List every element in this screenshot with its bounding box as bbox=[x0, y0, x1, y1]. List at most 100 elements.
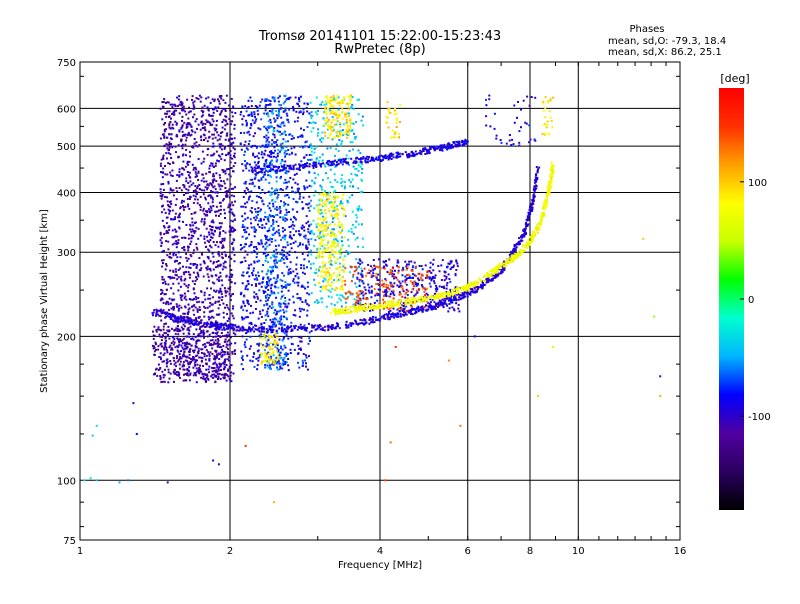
echo-point bbox=[342, 244, 344, 246]
echo-point bbox=[340, 182, 342, 184]
echo-point bbox=[219, 233, 221, 235]
echo-point bbox=[263, 290, 265, 292]
echo-point bbox=[164, 352, 166, 354]
echo-point bbox=[415, 275, 417, 277]
echo-point bbox=[333, 191, 335, 193]
trace-point bbox=[232, 324, 234, 326]
echo-point bbox=[422, 268, 424, 270]
echo-point bbox=[161, 251, 163, 253]
echo-point bbox=[233, 373, 235, 375]
echo-point bbox=[173, 252, 175, 254]
echo-point bbox=[337, 301, 339, 303]
echo-point bbox=[219, 96, 221, 98]
echo-point bbox=[200, 206, 202, 208]
echo-point bbox=[337, 135, 339, 137]
echo-point bbox=[354, 138, 356, 140]
echo-point bbox=[248, 267, 250, 269]
trace-point bbox=[346, 321, 348, 323]
echo-point bbox=[338, 116, 340, 118]
echo-point bbox=[336, 280, 338, 282]
echo-point bbox=[253, 111, 255, 113]
echo-point bbox=[342, 102, 344, 104]
echo-point bbox=[205, 215, 207, 217]
echo-point bbox=[163, 332, 165, 334]
echo-point bbox=[289, 235, 291, 237]
echo-point bbox=[200, 235, 202, 237]
echo-point bbox=[329, 181, 331, 183]
echo-point bbox=[165, 346, 167, 348]
echo-point bbox=[273, 277, 275, 279]
echo-point bbox=[258, 289, 260, 291]
echo-point bbox=[344, 267, 346, 269]
echo-point bbox=[209, 122, 211, 124]
echo-point bbox=[306, 266, 308, 268]
echo-point bbox=[242, 368, 244, 370]
echo-point bbox=[418, 288, 420, 290]
echo-point bbox=[261, 361, 263, 363]
echo-point bbox=[163, 189, 165, 191]
echo-point bbox=[336, 294, 338, 296]
echo-point bbox=[194, 185, 196, 187]
echo-point bbox=[211, 347, 213, 349]
echo-point bbox=[195, 221, 197, 223]
echo-point bbox=[324, 135, 326, 137]
echo-point bbox=[182, 221, 184, 223]
echo-point bbox=[158, 364, 160, 366]
echo-point bbox=[195, 343, 197, 345]
echo-point bbox=[323, 265, 325, 267]
echo-point bbox=[229, 276, 231, 278]
echo-point bbox=[326, 113, 328, 115]
echo-point bbox=[264, 168, 266, 170]
echo-point bbox=[185, 224, 187, 226]
echo-point bbox=[403, 290, 405, 292]
echo-point bbox=[188, 208, 190, 210]
echo-point bbox=[319, 156, 321, 158]
echo-point bbox=[285, 150, 287, 152]
echo-point bbox=[346, 120, 348, 122]
echo-point bbox=[277, 353, 279, 355]
echo-point bbox=[167, 181, 169, 183]
echo-point bbox=[315, 257, 317, 259]
echo-point bbox=[296, 282, 298, 284]
echo-point bbox=[171, 170, 173, 172]
echo-point bbox=[201, 218, 203, 220]
echo-point bbox=[215, 244, 217, 246]
echo-point bbox=[178, 330, 180, 332]
echo-point bbox=[457, 265, 459, 267]
echo-point bbox=[276, 206, 278, 208]
echo-point bbox=[317, 174, 319, 176]
echo-point bbox=[333, 95, 335, 97]
echo-point bbox=[292, 343, 294, 345]
echo-point bbox=[193, 272, 195, 274]
echo-point bbox=[300, 267, 302, 269]
echo-point bbox=[323, 235, 325, 237]
echo-point bbox=[221, 131, 223, 133]
echo-point bbox=[167, 381, 169, 383]
echo-point bbox=[244, 305, 246, 307]
echo-point bbox=[277, 117, 279, 119]
echo-point bbox=[426, 301, 428, 303]
echo-point bbox=[263, 126, 265, 128]
echo-point bbox=[253, 291, 255, 293]
echo-point bbox=[170, 203, 172, 205]
echo-point bbox=[263, 113, 265, 115]
echo-point bbox=[207, 379, 209, 381]
echo-point bbox=[425, 264, 427, 266]
echo-point bbox=[186, 347, 188, 349]
echo-point bbox=[217, 378, 219, 380]
echo-point bbox=[187, 356, 189, 358]
trace-point bbox=[239, 330, 241, 332]
echo-point bbox=[267, 269, 269, 271]
echo-point bbox=[277, 287, 279, 289]
echo-point bbox=[223, 316, 225, 318]
echo-point bbox=[349, 97, 351, 99]
echo-point bbox=[361, 290, 363, 292]
echo-point bbox=[314, 182, 316, 184]
echo-point bbox=[160, 191, 162, 193]
echo-point bbox=[282, 230, 284, 232]
echo-point bbox=[430, 262, 432, 264]
echo-point bbox=[281, 160, 283, 162]
echo-point bbox=[231, 158, 233, 160]
echo-point bbox=[320, 275, 322, 277]
echo-point bbox=[234, 186, 236, 188]
